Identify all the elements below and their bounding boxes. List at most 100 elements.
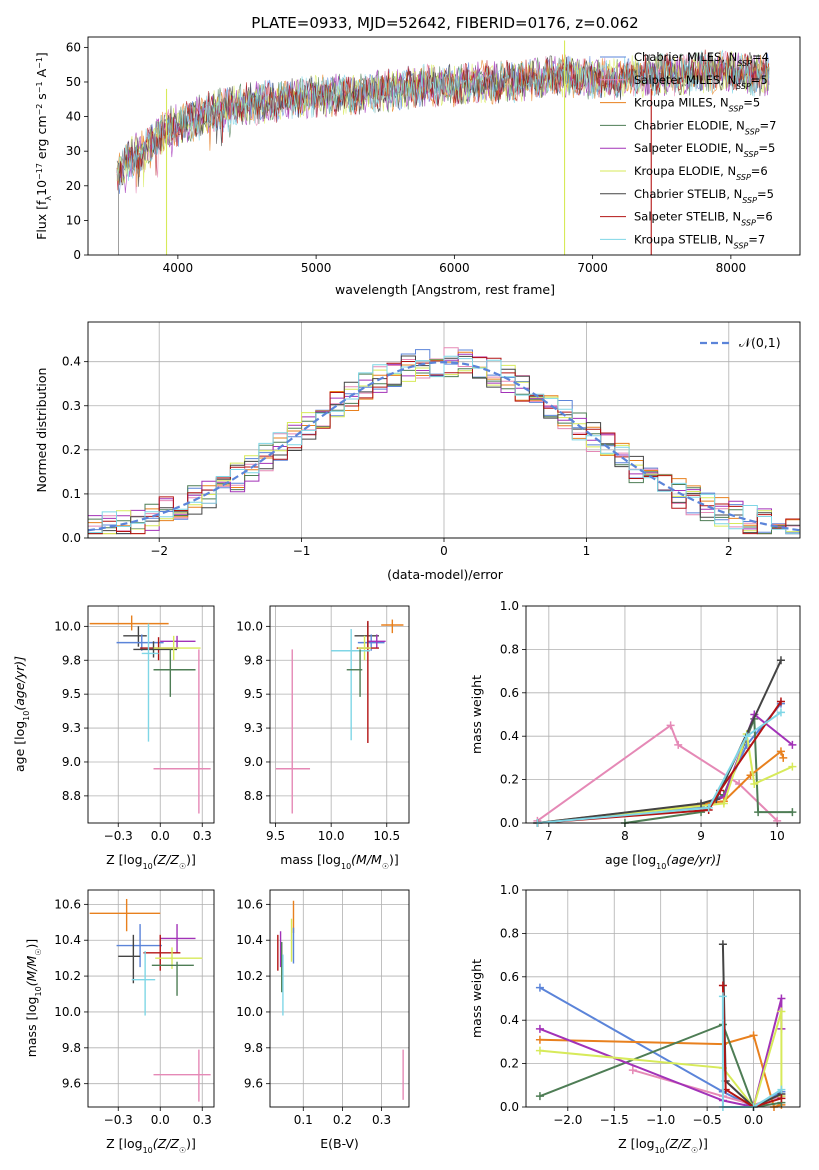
axes-frame: 7 8 9 10 0.0 0.2 0.4 0.6 0.8 1.0 age [log10(age/yr… bbox=[469, 599, 801, 871]
x-tick-label: 10 bbox=[770, 829, 785, 843]
y-tick-label: 10.0 bbox=[54, 619, 81, 633]
weight-marker bbox=[697, 799, 706, 808]
x-tick-label: 5000 bbox=[301, 261, 332, 275]
legend-entry: Kroupa STELIB, NSSP=7 bbox=[634, 232, 765, 250]
weight-series-line bbox=[536, 723, 778, 822]
weight-marker bbox=[779, 753, 788, 762]
figure-title: PLATE=0933, MJD=52642, FIBERID=0176, z=0… bbox=[251, 14, 638, 32]
y-tick-label: 0.8 bbox=[500, 926, 519, 940]
weight-marker bbox=[535, 1046, 544, 1055]
spectrum-line bbox=[116, 52, 770, 187]
axes-border bbox=[269, 889, 410, 1108]
weight-marker bbox=[776, 708, 785, 717]
axes-border bbox=[87, 889, 215, 1108]
weight-marker bbox=[788, 762, 797, 771]
legend-entry: Salpeter STELIB, NSSP=6 bbox=[634, 210, 773, 228]
panel-weight-vs-Z: −2.0 −1.5 −1.0 −0.5 0.0 0.0 0.2 0.4 0.6 0.8 1.0 Z [… bbox=[469, 883, 801, 1155]
x-axis-label: E(B-V) bbox=[320, 1136, 359, 1151]
y-tick-label: 9.5 bbox=[244, 687, 263, 701]
legend-entry: Salpeter MILES, NSSP=5 bbox=[634, 73, 768, 91]
axes-frame: −0.3 0.0 0.3 8.8 9.0 9.3 9.5 9.8 10.0 Z [log10(Z/… bbox=[12, 605, 215, 871]
axes-frame: 4000 5000 6000 7000 8000 0 10 20 30 40 50 60 Chabrie… bbox=[34, 36, 801, 297]
y-tick-label: 0.2 bbox=[62, 443, 81, 457]
x-tick-label: 9.5 bbox=[266, 829, 285, 843]
y-tick-label: 10.0 bbox=[54, 1005, 81, 1019]
y-tick-label: 1.0 bbox=[500, 883, 519, 897]
x-tick-label: −0.5 bbox=[693, 1113, 722, 1127]
weight-marker bbox=[718, 981, 727, 990]
y-tick-label: 0.6 bbox=[500, 686, 519, 700]
y-tick-label: 30 bbox=[66, 144, 81, 158]
y-tick-label: 0.0 bbox=[62, 531, 81, 545]
y-tick-label: 0.6 bbox=[500, 970, 519, 984]
y-tick-label: 0.2 bbox=[500, 1057, 519, 1071]
y-tick-label: 9.0 bbox=[62, 755, 81, 769]
weight-marker bbox=[674, 740, 683, 749]
y-tick-label: 10.0 bbox=[236, 619, 263, 633]
weight-series-line bbox=[537, 733, 793, 824]
x-tick-label: 0.3 bbox=[193, 829, 212, 843]
weight-series-line bbox=[721, 985, 782, 1109]
axes-frame: −0.3 0.0 0.3 9.6 9.8 10.0 10.2 10.4 10.6 Z [log10… bbox=[24, 889, 215, 1155]
axes-border bbox=[525, 605, 801, 824]
x-axis-label: wavelength [Angstrom, rest frame] bbox=[335, 282, 555, 297]
weight-marker bbox=[777, 994, 786, 1003]
x-tick-label: 0.1 bbox=[294, 1113, 313, 1127]
panel-mass-vs-Z: −0.3 0.0 0.3 9.6 9.8 10.0 10.2 10.4 10.6 Z [log10… bbox=[24, 889, 215, 1155]
x-tick-label: 4000 bbox=[163, 261, 194, 275]
x-tick-label: 0.0 bbox=[744, 1113, 763, 1127]
legend-entry: 𝒩(0,1) bbox=[739, 335, 781, 350]
weight-marker bbox=[788, 740, 797, 749]
plot-area bbox=[87, 347, 801, 535]
weight-marker bbox=[718, 940, 727, 949]
spectrum-line bbox=[116, 49, 770, 182]
legend-entry: Chabrier STELIB, NSSP=5 bbox=[634, 187, 774, 205]
x-axis-label: Z [log10(Z/Z☉)] bbox=[106, 852, 196, 871]
y-tick-label: 9.8 bbox=[62, 1041, 81, 1055]
panel-age-vs-Z: −0.3 0.0 0.3 8.8 9.0 9.3 9.5 9.8 10.0 Z [log10(Z/… bbox=[12, 605, 215, 871]
x-axis-label: Z [log10(Z/Z☉)] bbox=[618, 1136, 708, 1155]
weight-marker bbox=[776, 697, 785, 706]
x-tick-label: 0 bbox=[440, 544, 448, 558]
y-axis-label: Normed distribution bbox=[34, 368, 49, 493]
legend-entry: Kroupa ELODIE, NSSP=6 bbox=[634, 164, 768, 182]
y-tick-label: 0.0 bbox=[500, 1100, 519, 1114]
y-tick-label: 8.8 bbox=[62, 789, 81, 803]
y-tick-label: 8.8 bbox=[244, 789, 263, 803]
legend-entry: Salpeter ELODIE, NSSP=5 bbox=[634, 141, 775, 159]
x-tick-label: −1.0 bbox=[646, 1113, 675, 1127]
plot-area bbox=[533, 656, 797, 827]
spectrum-line bbox=[116, 49, 770, 191]
weight-marker bbox=[777, 1085, 786, 1094]
y-tick-label: 10.0 bbox=[236, 1005, 263, 1019]
x-tick-label: 0.0 bbox=[151, 1113, 170, 1127]
x-tick-label: 1 bbox=[583, 544, 591, 558]
x-tick-label: 8 bbox=[621, 829, 629, 843]
y-tick-label: 9.8 bbox=[244, 653, 263, 667]
weight-series-line bbox=[539, 1023, 782, 1109]
weight-series-line bbox=[537, 700, 782, 824]
panel-weight-vs-age: 7 8 9 10 0.0 0.2 0.4 0.6 0.8 1.0 age [log10(age/yr… bbox=[469, 599, 801, 871]
x-tick-label: −0.3 bbox=[104, 1113, 133, 1127]
y-tick-label: 10.6 bbox=[236, 897, 263, 911]
weight-marker bbox=[628, 1066, 637, 1075]
weight-series-line bbox=[537, 702, 782, 824]
legend-entry: Kroupa MILES, NSSP=5 bbox=[634, 96, 760, 114]
plot-area bbox=[89, 898, 211, 1102]
axes-frame: −2 −1 0 1 2 0.0 0.1 0.2 0.3 0.4 𝒩(0,1) (data-model)… bbox=[34, 321, 801, 582]
x-tick-label: −0.3 bbox=[104, 829, 133, 843]
y-tick-label: 1.0 bbox=[500, 599, 519, 613]
y-tick-label: 9.6 bbox=[62, 1077, 81, 1091]
y-tick-label: 10.2 bbox=[54, 969, 81, 983]
axes-border bbox=[269, 605, 410, 824]
x-tick-label: 10.5 bbox=[373, 829, 400, 843]
x-tick-label: 10.0 bbox=[318, 829, 345, 843]
axes-border bbox=[87, 321, 801, 539]
x-tick-label: 0.3 bbox=[372, 1113, 391, 1127]
axes-border bbox=[87, 36, 801, 256]
weight-marker bbox=[776, 656, 785, 665]
y-tick-label: 0.4 bbox=[500, 729, 519, 743]
y-tick-label: 10 bbox=[66, 213, 81, 227]
plot-area bbox=[277, 900, 404, 1100]
